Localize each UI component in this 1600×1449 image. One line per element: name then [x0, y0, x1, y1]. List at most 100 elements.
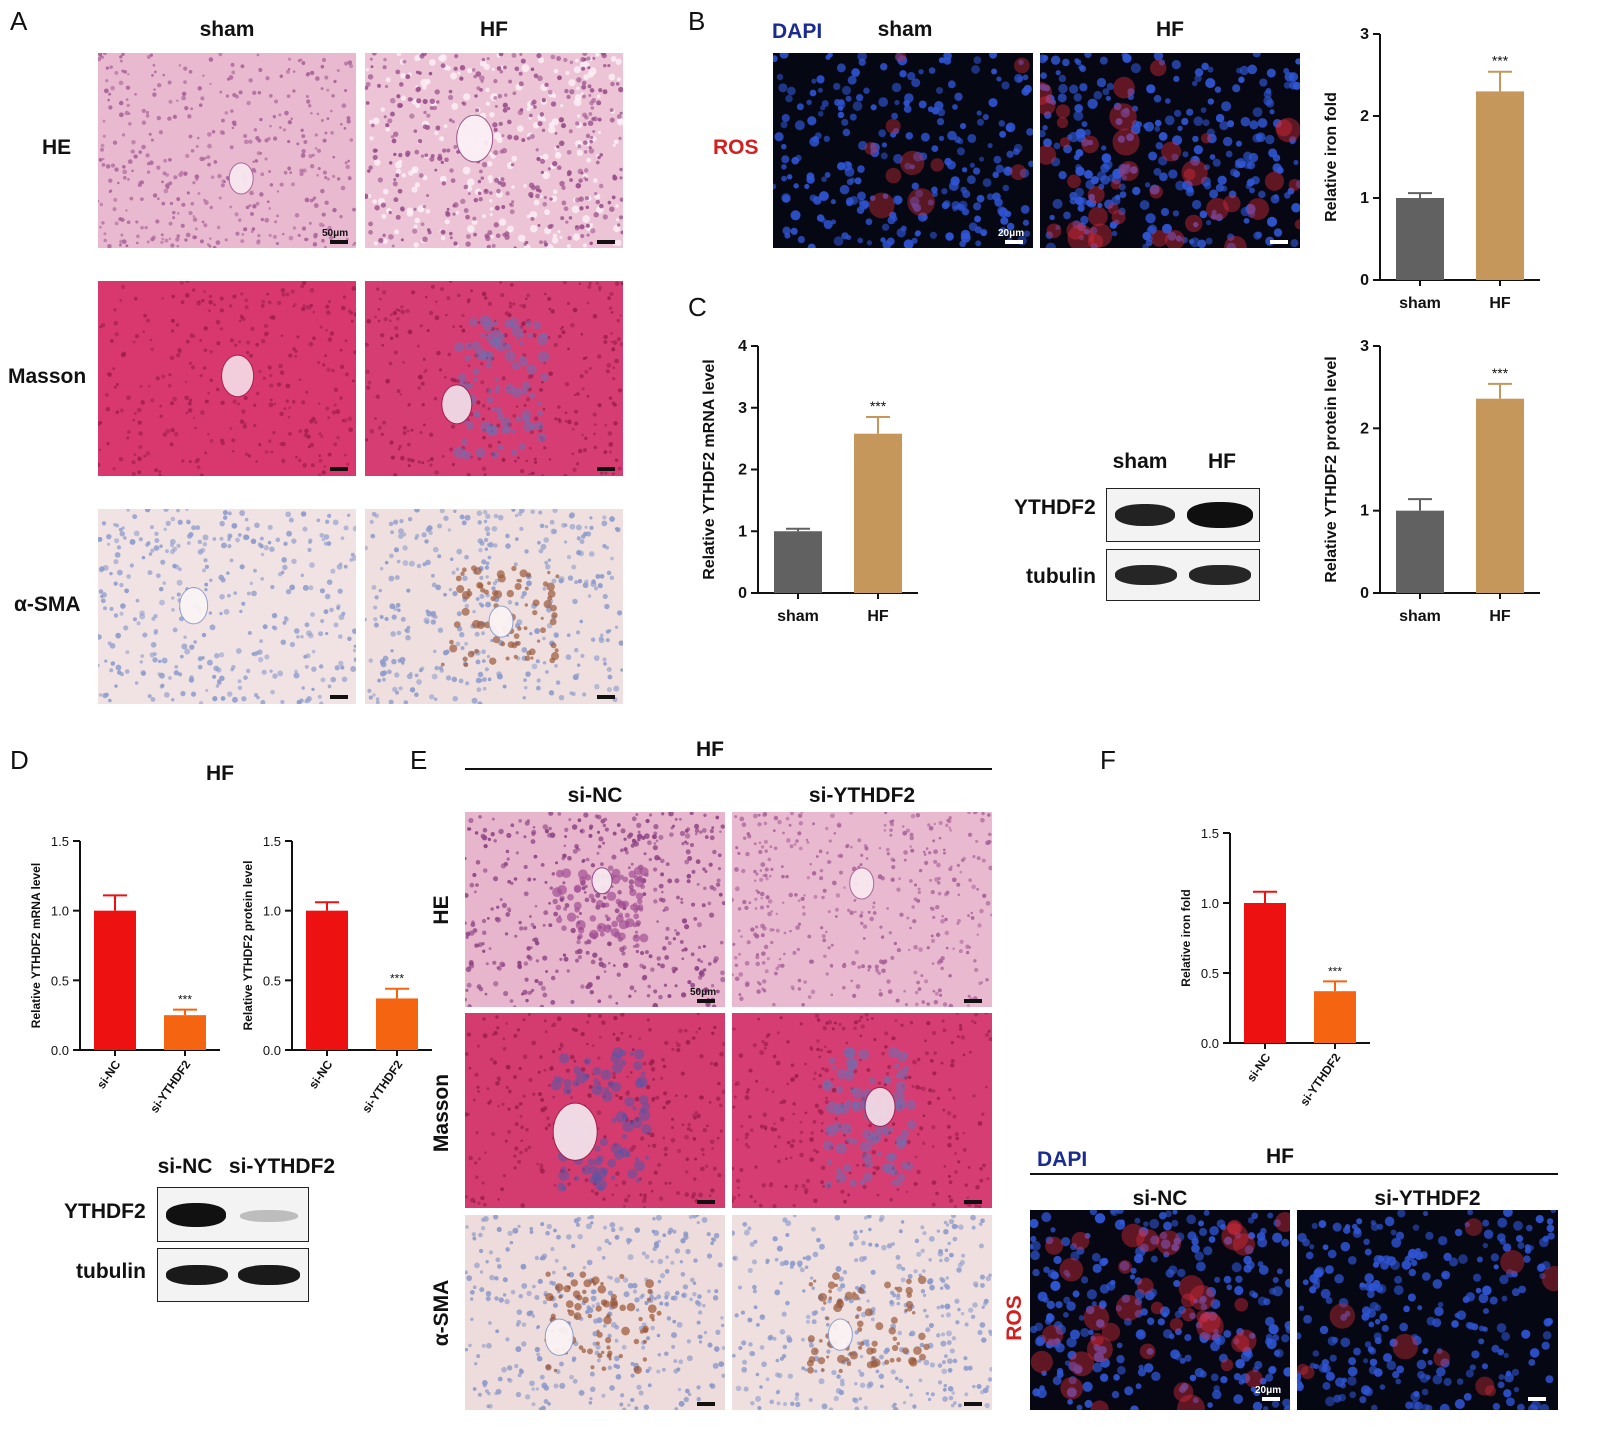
y-tick-label: 0.0 [51, 1043, 69, 1058]
y-tick-label: 1.0 [51, 904, 69, 919]
blot-band [166, 1203, 226, 1227]
y-tick-label: 0 [738, 585, 747, 602]
panel-label-e: E [410, 745, 428, 775]
bar-si-nc [306, 910, 348, 1050]
scale-bar [597, 240, 615, 244]
panel-e-bracket-line [465, 768, 992, 770]
micrograph-b-ros-hf [1040, 53, 1300, 248]
panel-a-scale-text: 50μm [322, 228, 349, 239]
scale-bar [1262, 1397, 1280, 1401]
bar-hf [854, 433, 902, 593]
y-tick-label: 0.0 [263, 1043, 281, 1058]
panel-d-title: HF [206, 762, 234, 785]
x-tick-label: HF [1489, 295, 1511, 312]
y-tick-label: 3 [1360, 26, 1369, 43]
y-axis-label: Relative YTHDF2 protein level [241, 861, 255, 1031]
y-tick-label: 0.0 [1201, 1036, 1219, 1051]
micrograph-a-asma-hf [365, 509, 623, 704]
blot-band [238, 1265, 300, 1285]
y-axis-label: Relative YTHDF2 mRNA level [701, 359, 718, 580]
y-tick-label: 2 [1360, 108, 1369, 125]
bar-sham [1396, 198, 1444, 280]
y-axis-label: Relative YTHDF2 mRNA level [29, 863, 43, 1028]
panel-a-row-label-masson: Masson [8, 365, 87, 388]
bar-si-nc [1244, 903, 1286, 1043]
x-tick-label: HF [1489, 608, 1511, 625]
micrograph-e-he-sinc [465, 812, 725, 1007]
micrograph-f-ros-siythdf2 [1297, 1210, 1558, 1410]
significance-stars: *** [178, 993, 192, 1007]
panel-a-col-header-hf: HF [480, 18, 508, 41]
micrograph-a-masson-hf [365, 281, 623, 476]
panel-e-col-header-siythdf2: si-YTHDF2 [808, 784, 916, 807]
scale-bar [697, 1200, 715, 1204]
y-tick-label: 0.5 [263, 973, 281, 988]
panel-f-scale-text: 20μm [1255, 1385, 1282, 1396]
bar-si-nc [94, 910, 136, 1050]
panel-a-col-header-sham: sham [199, 18, 255, 41]
bar-si-ythdf2 [376, 998, 418, 1050]
y-axis-label: Relative YTHDF2 protein level [1323, 356, 1340, 582]
western-blot-ythdf2-d [157, 1187, 309, 1242]
panel-d-blot-row-ythdf2: YTHDF2 [64, 1200, 146, 1223]
y-tick-label: 3 [738, 400, 747, 417]
scale-bar [597, 695, 615, 699]
panel-label-f: F [1100, 745, 1116, 775]
y-axis-label: Relative iron fold [1179, 889, 1193, 986]
bar-sham [1396, 510, 1444, 593]
significance-stars: *** [870, 398, 887, 414]
x-tick-label: si-YTHDF2 [1297, 1050, 1343, 1108]
panel-b-col-header-hf: HF [1156, 18, 1184, 41]
y-tick-label: 1.0 [1201, 896, 1219, 911]
panel-a-row-label-asma: α-SMA [14, 593, 81, 616]
panel-label-c: C [688, 292, 707, 322]
panel-f-col-header-siythdf2: si-YTHDF2 [1374, 1187, 1481, 1210]
significance-stars: *** [1328, 964, 1342, 978]
y-tick-label: 0 [1360, 272, 1369, 289]
blot-band [1189, 565, 1251, 585]
panel-b-row-label-ros: ROS [713, 136, 759, 159]
panel-label-d: D [10, 745, 29, 775]
y-tick-label: 0.5 [51, 973, 69, 988]
scale-bar [1270, 240, 1288, 244]
y-tick-label: 0.5 [1201, 966, 1219, 981]
panel-d-blot-col-siythdf2: si-YTHDF2 [228, 1155, 336, 1178]
x-tick-label: HF [867, 608, 889, 625]
x-tick-label: sham [777, 608, 819, 625]
x-tick-label: sham [1399, 295, 1441, 312]
scale-bar [330, 695, 348, 699]
y-tick-label: 1.5 [263, 834, 281, 849]
panel-b-dapi-label: DAPI [772, 20, 823, 43]
y-tick-label: 1.0 [263, 904, 281, 919]
panel-f-dapi-label: DAPI [1037, 1148, 1088, 1171]
scale-bar [697, 999, 715, 1003]
panel-f-bracket-line [1030, 1173, 1558, 1175]
scale-bar [964, 1200, 982, 1204]
panel-label-b: B [688, 6, 706, 36]
scale-bar [330, 467, 348, 471]
scale-bar [697, 1402, 715, 1406]
bar-hf [1476, 91, 1524, 281]
micrograph-b-ros-sham [773, 53, 1033, 248]
y-axis-label: Relative iron fold [1323, 92, 1340, 222]
panel-f-title: HF [1266, 1145, 1294, 1168]
western-blot-tubulin-d [157, 1248, 309, 1302]
y-tick-label: 3 [1360, 338, 1369, 355]
panel-label-a: A [10, 6, 28, 36]
panel-c-blot-row-ythdf2: YTHDF2 [1014, 496, 1096, 519]
y-tick-label: 1 [738, 523, 747, 540]
blot-band [1187, 502, 1253, 528]
y-tick-label: 0 [1360, 585, 1369, 602]
micrograph-e-masson-sinc [465, 1013, 725, 1208]
micrograph-e-asma-sinc [465, 1215, 725, 1410]
bar-hf [1476, 398, 1524, 593]
micrograph-a-he-hf [365, 53, 623, 248]
blot-band [1115, 504, 1175, 526]
y-tick-label: 2 [738, 462, 747, 479]
bar-si-ythdf2 [164, 1015, 206, 1050]
blot-band [240, 1210, 298, 1222]
panel-a-row-label-he: HE [42, 136, 72, 159]
